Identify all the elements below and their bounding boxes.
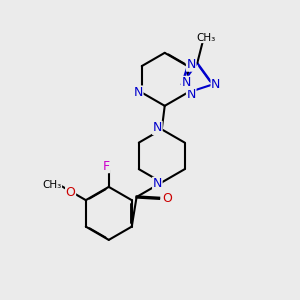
Text: N: N [187, 88, 196, 100]
Text: N: N [153, 177, 162, 190]
Text: N: N [134, 86, 143, 99]
Text: F: F [102, 160, 110, 172]
Text: N: N [182, 76, 191, 89]
Text: CH₃: CH₃ [42, 180, 62, 190]
Text: O: O [162, 192, 172, 205]
Text: N: N [211, 78, 220, 91]
Text: N: N [153, 122, 162, 134]
Text: CH₃: CH₃ [196, 33, 215, 43]
Text: O: O [66, 186, 76, 199]
Text: N: N [187, 58, 196, 71]
